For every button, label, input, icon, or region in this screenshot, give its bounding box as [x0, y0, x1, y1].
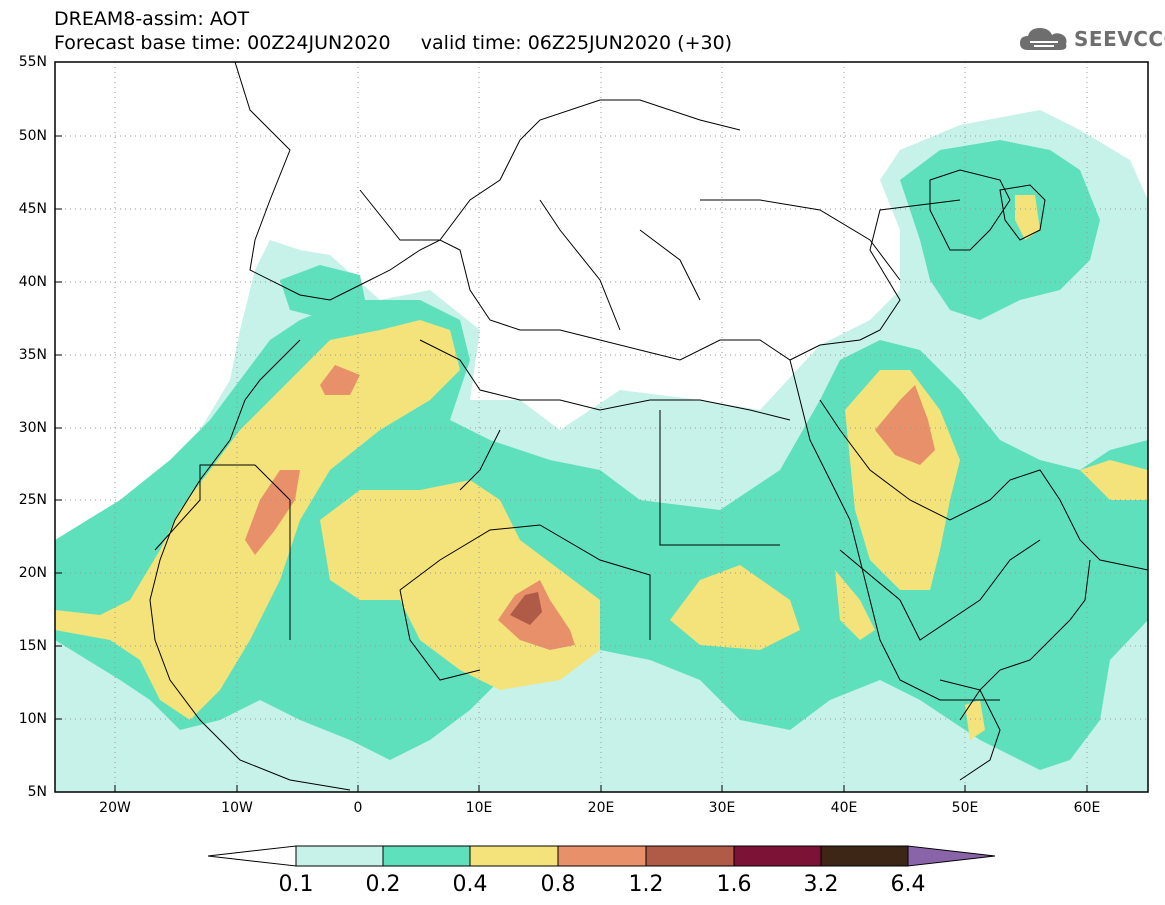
colorbar-bin-3.2 — [820, 845, 909, 867]
aot-contour-0.8-atlas — [320, 365, 360, 395]
lat-label: 50N — [18, 128, 47, 144]
lon-label: 10E — [465, 800, 493, 816]
aot-contour-1.2 — [510, 592, 542, 625]
lat-label: 15N — [18, 638, 47, 654]
aot-contour-0.4-somalia — [965, 700, 985, 740]
colorbar-bin-0.1 — [295, 845, 384, 867]
aot-contour-0.2-caspian — [900, 140, 1100, 320]
colorbar-under-arrow — [207, 845, 297, 867]
lat-label: 20N — [18, 565, 47, 581]
lat-label: 45N — [18, 201, 47, 217]
lon-label: 20W — [99, 800, 131, 816]
lat-label: 30N — [18, 420, 47, 436]
axis-ticks — [55, 61, 1088, 792]
lon-label: 30E — [708, 800, 736, 816]
map-grid — [55, 62, 1148, 792]
colorbar-label: 3.2 — [803, 872, 839, 897]
aot-contour-0.4-arabia — [845, 370, 960, 590]
logo-text: SEEVCCC — [1074, 27, 1165, 51]
colorbar-bin-1.2 — [645, 845, 735, 867]
aot-contour-0.4-aral — [1015, 195, 1040, 240]
colorbar-bin-0.4 — [469, 845, 559, 867]
lat-label: 55N — [18, 54, 47, 70]
lat-label: 35N — [18, 347, 47, 363]
lat-label: 25N — [18, 492, 47, 508]
cloud-icon — [1020, 28, 1067, 50]
lon-label: 60E — [1073, 800, 1101, 816]
lat-label: 40N — [18, 274, 47, 290]
colorbar-label: 1.2 — [628, 872, 664, 897]
lon-label: 50E — [951, 800, 979, 816]
lon-label: 20E — [587, 800, 615, 816]
lat-label: 10N — [18, 711, 47, 727]
colorbar-bin-1.6 — [733, 845, 822, 867]
aot-contours — [55, 110, 1148, 792]
coastlines — [149, 62, 1148, 791]
colorbar-label: 6.4 — [890, 872, 926, 897]
aot-contour-0.8 — [245, 470, 300, 555]
lon-label: 0 — [353, 800, 363, 816]
seevccc-logo: SEEVCCC — [1018, 22, 1165, 56]
lon-label: 10W — [221, 800, 253, 816]
colorbar-over-arrow — [907, 845, 996, 867]
map-title: DREAM8-assim: AOT — [54, 8, 250, 30]
colorbar — [207, 845, 996, 867]
aot-contour-0.2-iberia — [280, 265, 365, 320]
aot-contour-0.4-sudan — [670, 565, 800, 650]
aot-contour-0.4-gulf — [1080, 460, 1148, 500]
forecast-time-line: Forecast base time: 00Z24JUN2020 valid t… — [54, 32, 733, 54]
colorbar-label: 0.8 — [540, 872, 576, 897]
colorbar-bin-0.8 — [557, 845, 647, 867]
colorbar-bin-0.2 — [382, 845, 471, 867]
lat-label: 5N — [27, 784, 47, 800]
aot-contour-0.4-redsea — [835, 570, 875, 640]
lon-label: 40E — [830, 800, 858, 816]
colorbar-label: 0.2 — [365, 872, 401, 897]
colorbar-label: 1.6 — [716, 872, 752, 897]
colorbar-label: 0.4 — [452, 872, 488, 897]
colorbar-label: 0.1 — [278, 872, 314, 897]
aot-contour-0.8-iraq — [875, 385, 935, 465]
